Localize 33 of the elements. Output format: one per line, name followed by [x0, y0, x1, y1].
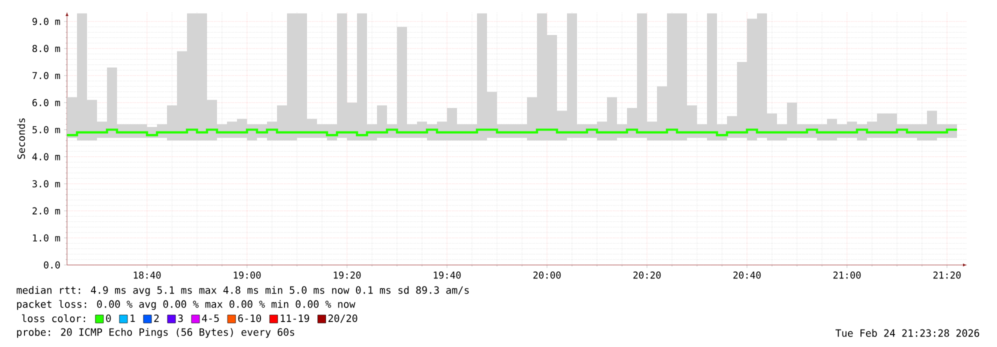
- y-tick-label: 7.0 m: [32, 72, 60, 80]
- legend-label: 4-5: [202, 314, 219, 322]
- y-tick-label: 9.0 m: [32, 18, 60, 26]
- legend-label: 3: [178, 314, 183, 322]
- x-tick-label: 20:00: [533, 272, 561, 279]
- legend-label: 1: [130, 314, 135, 322]
- x-tick-label: 19:00: [234, 272, 261, 279]
- y-axis-title: Seconds: [17, 118, 26, 159]
- text: packet loss: 0.00 % avg 0.00 % max 0.00 % min 0.00 % now: [17, 300, 356, 310]
- x-tick-label: 20:40: [733, 272, 761, 279]
- text: median rtt: 4.9 ms avg 5.1 ms max 4.8 ms min 5.0 ms now 0.1 ms sd 89.3 am/s: [16, 286, 469, 296]
- y-tick-label: 0.0: [44, 261, 60, 269]
- y-tick-label: 1.0 m: [33, 234, 60, 242]
- x-tick-label: 19:40: [434, 272, 461, 279]
- y-tick-label: 8.0 m: [32, 44, 60, 52]
- legend-label: 2: [154, 314, 159, 322]
- legend-label: 6-10: [238, 314, 262, 322]
- x-tick-label: 18:40: [134, 272, 161, 279]
- legend-title: loss color:: [22, 314, 86, 322]
- y-tick-label: 4.0 m: [32, 153, 60, 160]
- y-tick-label: 2.0 m: [32, 207, 60, 214]
- x-tick-label: 21:20: [933, 272, 961, 279]
- text: Tue Feb 24 21:23:28 2026: [836, 329, 980, 337]
- x-tick-label: 20:20: [633, 272, 661, 279]
- x-tick-label: 21:00: [833, 272, 861, 279]
- y-tick-label: 3.0 m: [32, 180, 60, 188]
- y-tick-label: 6.0 m: [32, 99, 60, 106]
- text: probe: 20 ICMP Echo Pings (56 Bytes) every 60s: [17, 328, 294, 338]
- legend-label: 11-19: [280, 314, 310, 322]
- x-tick-label: 19:20: [334, 272, 361, 279]
- y-tick-label: 5.0 m: [32, 126, 60, 134]
- legend-label: 0: [106, 314, 111, 322]
- legend-label: 20/20: [328, 314, 358, 323]
